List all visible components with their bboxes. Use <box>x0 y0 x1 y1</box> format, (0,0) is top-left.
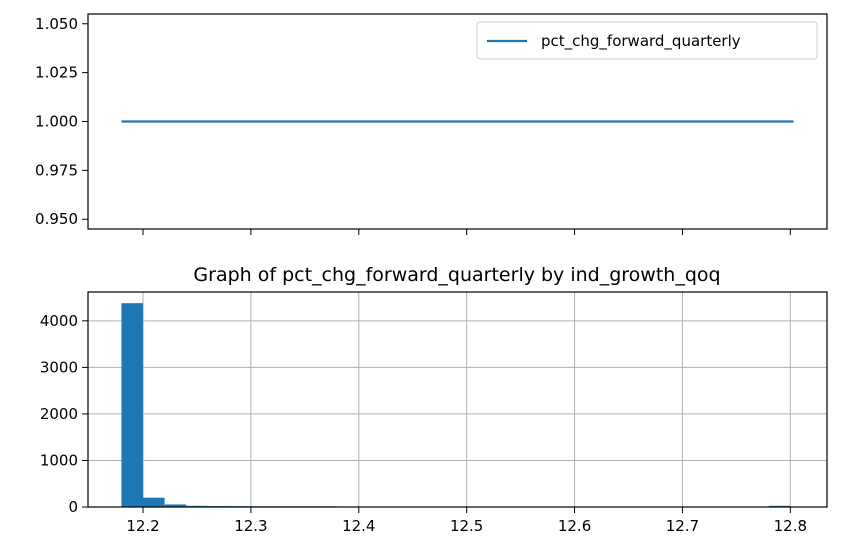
y-tick-label: 1000 <box>40 451 78 469</box>
x-tick-label: 12.3 <box>234 517 267 535</box>
plot-frame <box>87 291 828 508</box>
histogram-bar <box>121 303 144 507</box>
x-tick-label: 12.6 <box>558 517 591 535</box>
x-tick-label: 12.5 <box>450 517 483 535</box>
legend: pct_chg_forward_quarterly <box>476 21 818 60</box>
y-tick-label: 1.050 <box>35 15 78 33</box>
y-tick-label: 2000 <box>40 405 78 423</box>
y-tick-label: 0.975 <box>35 161 78 179</box>
legend-box <box>476 21 818 60</box>
line-chart-panel: 0.950 0.975 1.000 1.025 1.050 pct_chg_forward… <box>35 13 828 235</box>
y-tick-label: 1.000 <box>35 113 78 131</box>
y-tick-label: 0 <box>68 498 78 516</box>
x-tick-label: 12.4 <box>342 517 375 535</box>
histogram-bar <box>143 497 165 507</box>
y-tick-label: 1.025 <box>35 64 78 82</box>
chart-title: Graph of pct_chg_forward_quarterly by in… <box>193 264 720 286</box>
x-tick-label: 12.7 <box>666 517 699 535</box>
x-tick-label: 12.2 <box>126 517 159 535</box>
y-tick-label: 0.950 <box>35 210 78 228</box>
y-tick-label: 3000 <box>40 358 78 376</box>
y-tick-label: 4000 <box>40 312 78 330</box>
plot-frame <box>87 13 828 230</box>
histogram-panel: Graph of pct_chg_forward_quarterly by in… <box>40 264 828 535</box>
histogram-bar <box>164 504 187 507</box>
legend-label: pct_chg_forward_quarterly <box>541 32 741 51</box>
x-tick-label: 12.8 <box>774 517 807 535</box>
